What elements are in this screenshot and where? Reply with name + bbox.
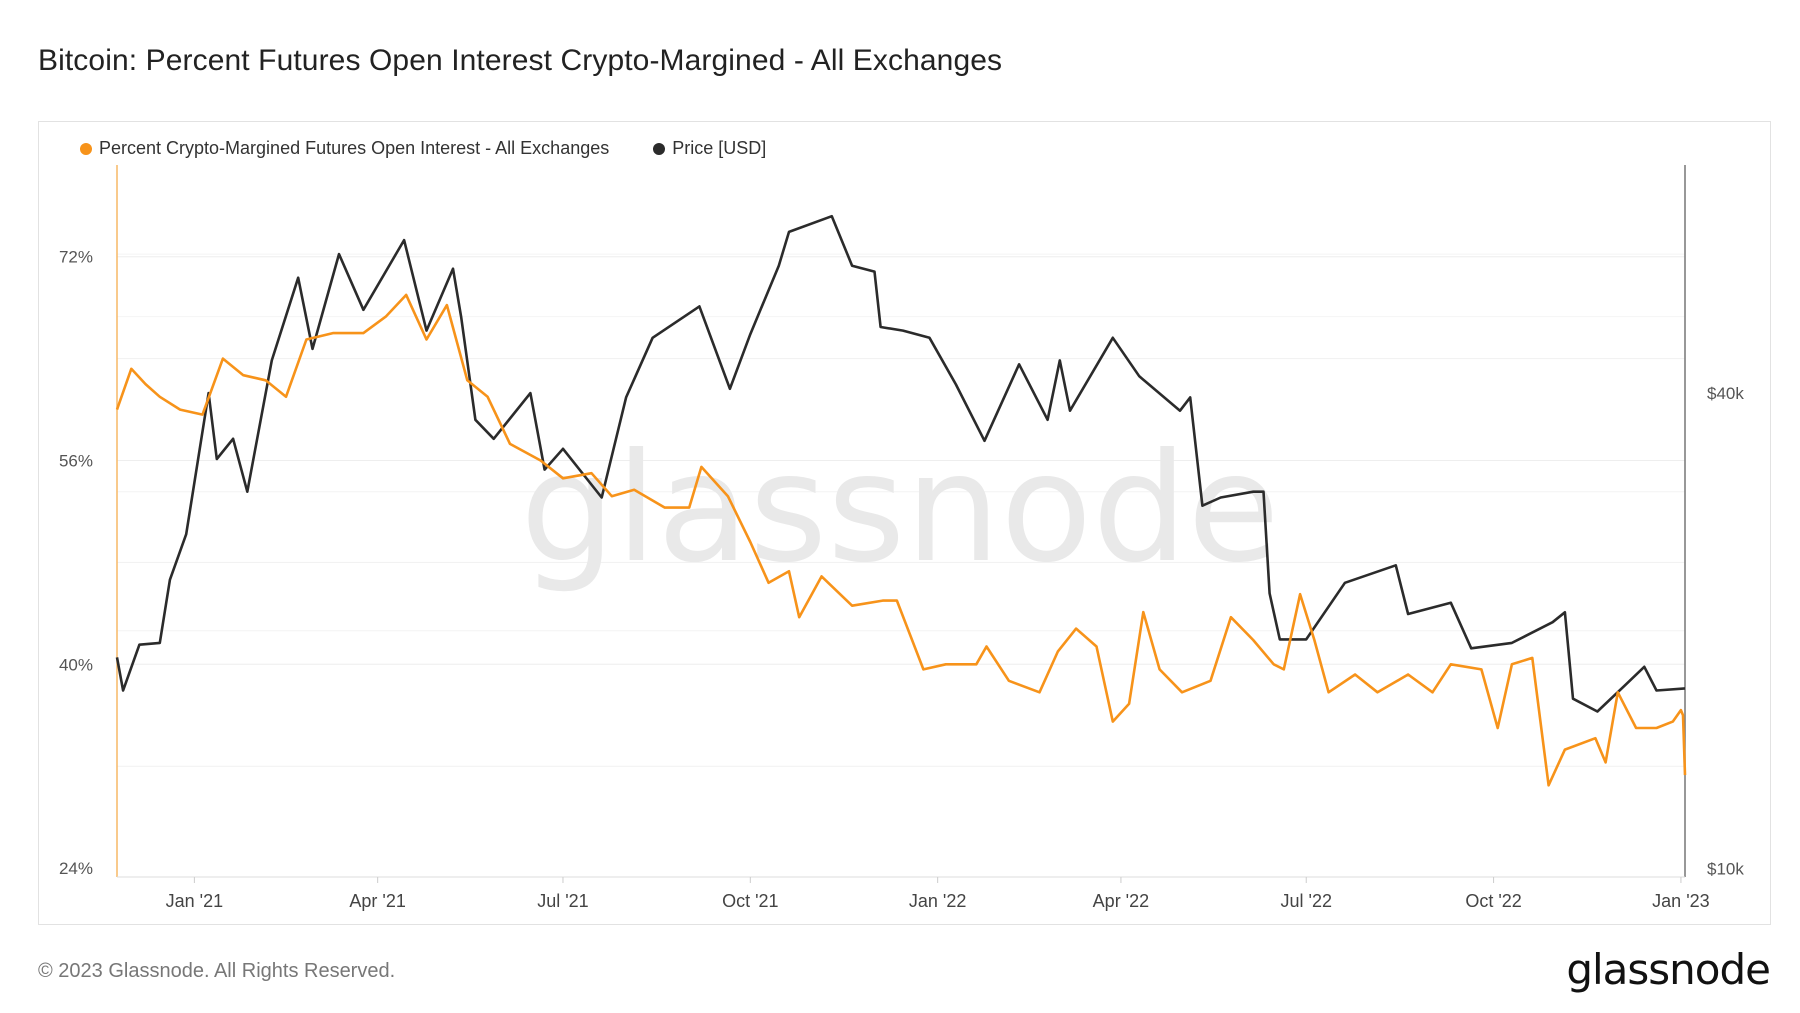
legend: Percent Crypto-Margined Futures Open Int… (80, 138, 766, 159)
legend-dot-icon (80, 142, 92, 155)
x-tick-label: Jan '22 (909, 891, 966, 911)
legend-label: Price [USD] (672, 138, 767, 158)
legend-item-percent-oi[interactable]: Percent Crypto-Margined Futures Open Int… (80, 138, 609, 159)
copyright-footer: © 2023 Glassnode. All Rights Reserved. (38, 960, 396, 982)
x-tick-label: Oct '22 (1465, 891, 1521, 911)
glassnode-logo: glassnode (1566, 945, 1771, 994)
x-tick-label: Apr '21 (349, 891, 405, 911)
x-tick-label: Jan '21 (166, 891, 223, 911)
x-tick-label: Apr '22 (1093, 891, 1149, 911)
y-left-tick-label: 40% (59, 655, 93, 674)
legend-item-price[interactable]: Price [USD] (653, 138, 766, 159)
series-line-price (115, 214, 1686, 713)
series-line-percent-oi (115, 293, 1687, 787)
watermark: glassnode (520, 422, 1279, 596)
x-tick-label: Oct '21 (722, 891, 778, 911)
grid (117, 253, 1685, 767)
y-right-tick-label: $10k (1707, 859, 1744, 878)
y-right-tick-label: $40k (1707, 384, 1744, 403)
chart-panel (38, 121, 1771, 925)
x-tick-label: Jul '21 (537, 891, 588, 911)
legend-label: Percent Crypto-Margined Futures Open Int… (99, 138, 610, 158)
x-tick-label: Jan '23 (1652, 891, 1709, 911)
x-tick-label: Jul '22 (1281, 891, 1332, 911)
axes: 24% 40% 56% 72% $10k $40k Jan '21 Apr '21 Jul '2… (59, 165, 1744, 911)
legend-dot-icon (653, 142, 666, 155)
y-left-tick-label: 56% (59, 451, 93, 470)
chart-title: Bitcoin: Percent Futures Open Interest C… (38, 44, 1003, 77)
series-lines (115, 214, 1687, 787)
y-left-tick-label: 72% (59, 248, 93, 267)
y-left-tick-label: 24% (59, 859, 93, 878)
